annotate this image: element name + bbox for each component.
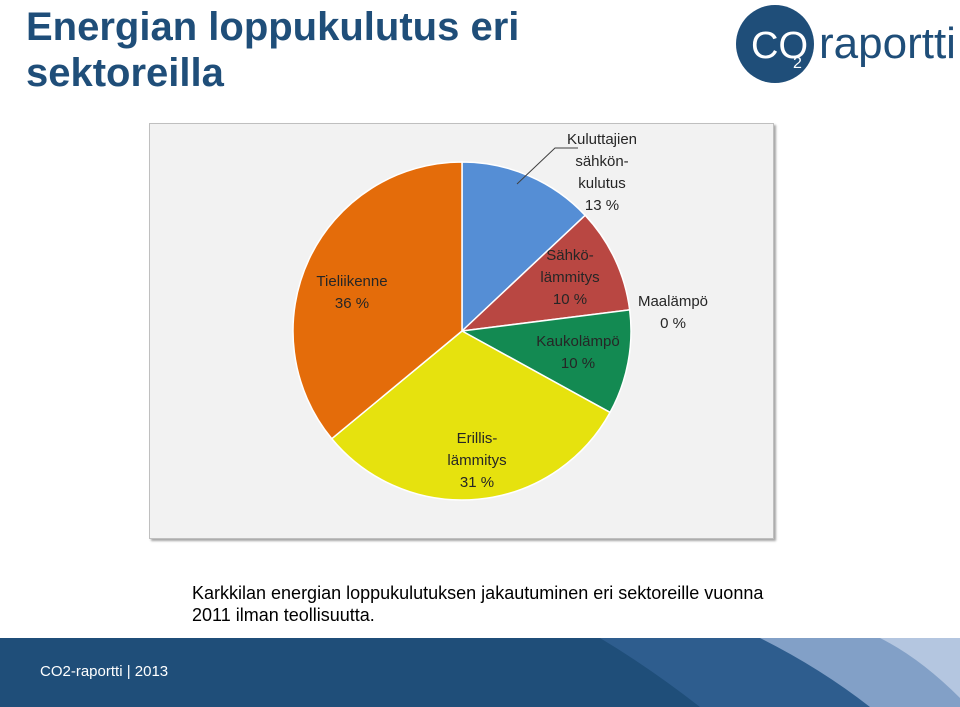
pie-slice-0	[461, 161, 587, 333]
pie-slice-3	[459, 308, 632, 414]
footer-band	[0, 638, 960, 707]
pie-slice-1	[459, 214, 631, 333]
leader-line-0	[516, 147, 578, 185]
slice-label-1: Sähkö-lämmitys 10 %	[540, 247, 599, 308]
footer-label: CO2-raportti | 2013	[40, 663, 169, 680]
pie-slice-5	[292, 161, 463, 440]
page-title: Energian loppukulutus eri sektoreilla	[26, 5, 520, 95]
co2-raportti-logo: CO 2 raportti	[736, 5, 956, 83]
pie-chart-frame: Kuluttajien sähkön-kulutus 13 % Sähkö-lämmi…	[149, 123, 774, 539]
pie-chart: Kuluttajien sähkön-kulutus 13 % Sähkö-lämmi…	[292, 131, 708, 501]
slice-label-4: Erillis-lämmitys 31 %	[447, 430, 506, 491]
slice-label-2: Maalämpö 0 %	[638, 293, 708, 332]
slice-label-3: Kaukolämpö 10 %	[536, 333, 619, 372]
slice-label-5: Tieliikenne 36 %	[316, 273, 387, 312]
chart-caption: Karkkilan energian loppukulutuksen jakau…	[192, 583, 764, 625]
pie-slice-4	[330, 330, 612, 501]
svg-text:raportti: raportti	[819, 19, 956, 68]
svg-text:CO: CO	[751, 25, 808, 67]
slice-label-0: Kuluttajien sähkön-kulutus 13 %	[567, 131, 637, 214]
svg-text:2: 2	[793, 55, 802, 72]
